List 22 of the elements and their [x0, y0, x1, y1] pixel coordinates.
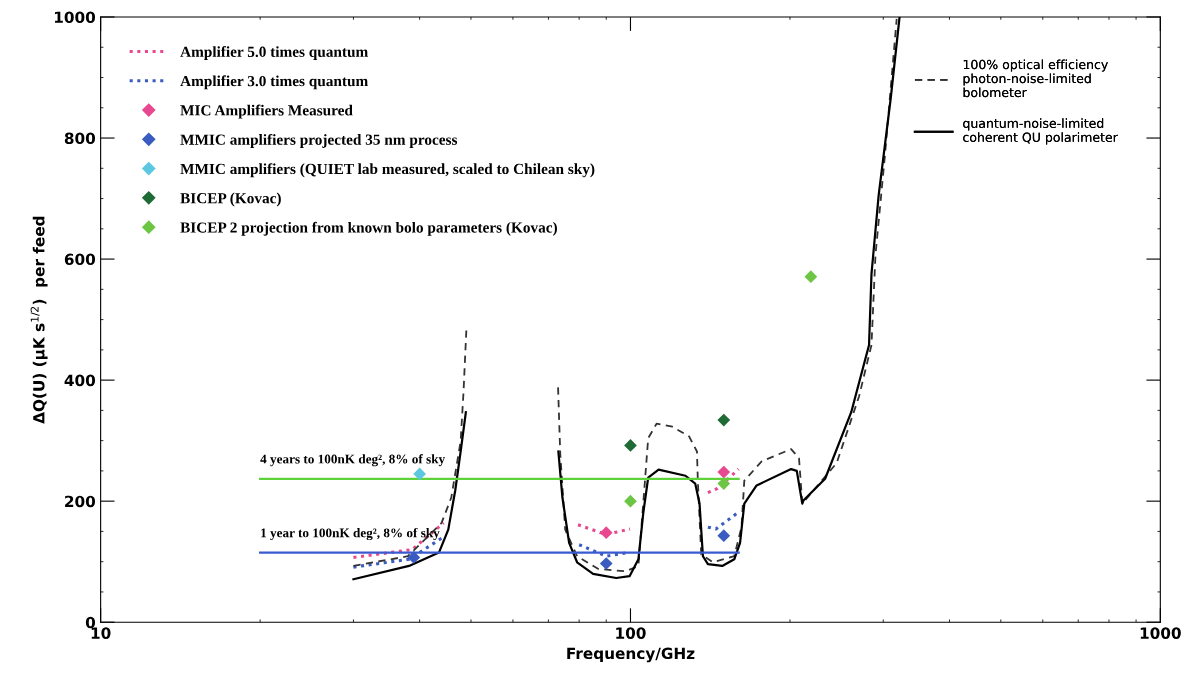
legend-label: BICEP (Kovac) — [180, 192, 281, 207]
y-tick-label: 800 — [64, 132, 96, 145]
y-tick-label: 600 — [64, 253, 96, 266]
legend-label: Amplifier 3.0 times quantum — [180, 75, 368, 90]
legend-label: 100% optical efficiency photon-noise-limited bolometer — [963, 59, 1108, 98]
series-label: 4 years to 100nK deg², 8% of sky — [260, 454, 446, 467]
legend-label: MMIC amplifiers projected 35 nm process — [180, 133, 458, 148]
legend-label: BICEP 2 projection from known bolo parameters (Kovac) — [180, 221, 557, 236]
legend-label: MMIC amplifiers (QUIET lab measured, scaled to Chilean sky) — [180, 163, 595, 178]
y-tick-label: 1000 — [54, 11, 96, 24]
series-label: 1 year to 100nK deg², 8% of sky — [261, 527, 440, 541]
y-tick-label: 0 — [85, 616, 96, 629]
x-tick-label: 1000 — [1140, 627, 1181, 639]
y-tick-label: 400 — [64, 374, 96, 387]
legend-label: MIC Amplifiers Measured — [180, 104, 353, 119]
x-tick-label: 100 — [616, 627, 646, 639]
legend-label: Amplifier 5.0 times quantum — [180, 46, 368, 61]
x-tick-label: 10 — [91, 627, 111, 639]
legend-label: quantum-noise-limited coherent QU polarimeter — [963, 118, 1118, 145]
y-tick-label: 200 — [65, 495, 96, 508]
x-axis-title: Frequency/GHz — [567, 647, 695, 663]
y-axis-title: ΔQ(U) (μK s$^{1/2}$) per feed — [30, 216, 48, 424]
